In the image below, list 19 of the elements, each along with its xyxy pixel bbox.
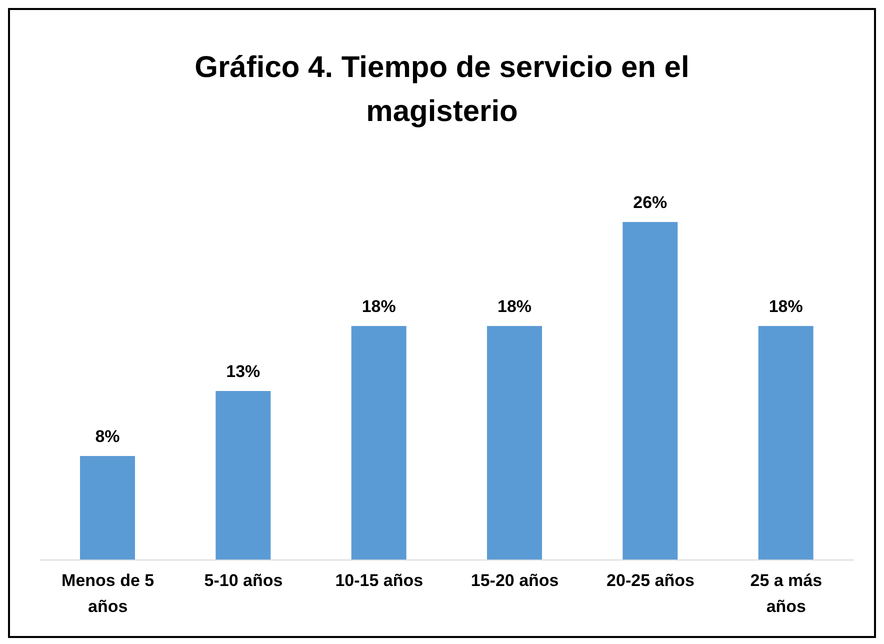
data-label: 18% bbox=[362, 297, 396, 316]
x-tick-label: Menos de 5 años bbox=[62, 571, 154, 616]
bar bbox=[351, 326, 406, 560]
x-tick-label: 15-20 años bbox=[470, 571, 559, 590]
data-label: 8% bbox=[95, 427, 120, 446]
data-label: 13% bbox=[226, 362, 260, 381]
data-label: 18% bbox=[497, 297, 532, 316]
bar bbox=[216, 391, 271, 560]
bar bbox=[622, 222, 678, 560]
bar bbox=[487, 326, 542, 560]
x-tick-label: 10-15 años bbox=[335, 571, 424, 590]
data-label: 26% bbox=[633, 193, 668, 212]
x-tick-label: 5-10 años bbox=[204, 571, 283, 590]
data-label: 18% bbox=[768, 297, 803, 316]
x-tick-label: 25 a más años bbox=[750, 571, 822, 616]
x-tick-label: 20-25 años bbox=[606, 571, 694, 590]
bar bbox=[758, 326, 814, 560]
bar bbox=[80, 456, 135, 560]
chart-title: Gráfico 4. Tiempo de servicio en el magisterio bbox=[194, 50, 690, 130]
